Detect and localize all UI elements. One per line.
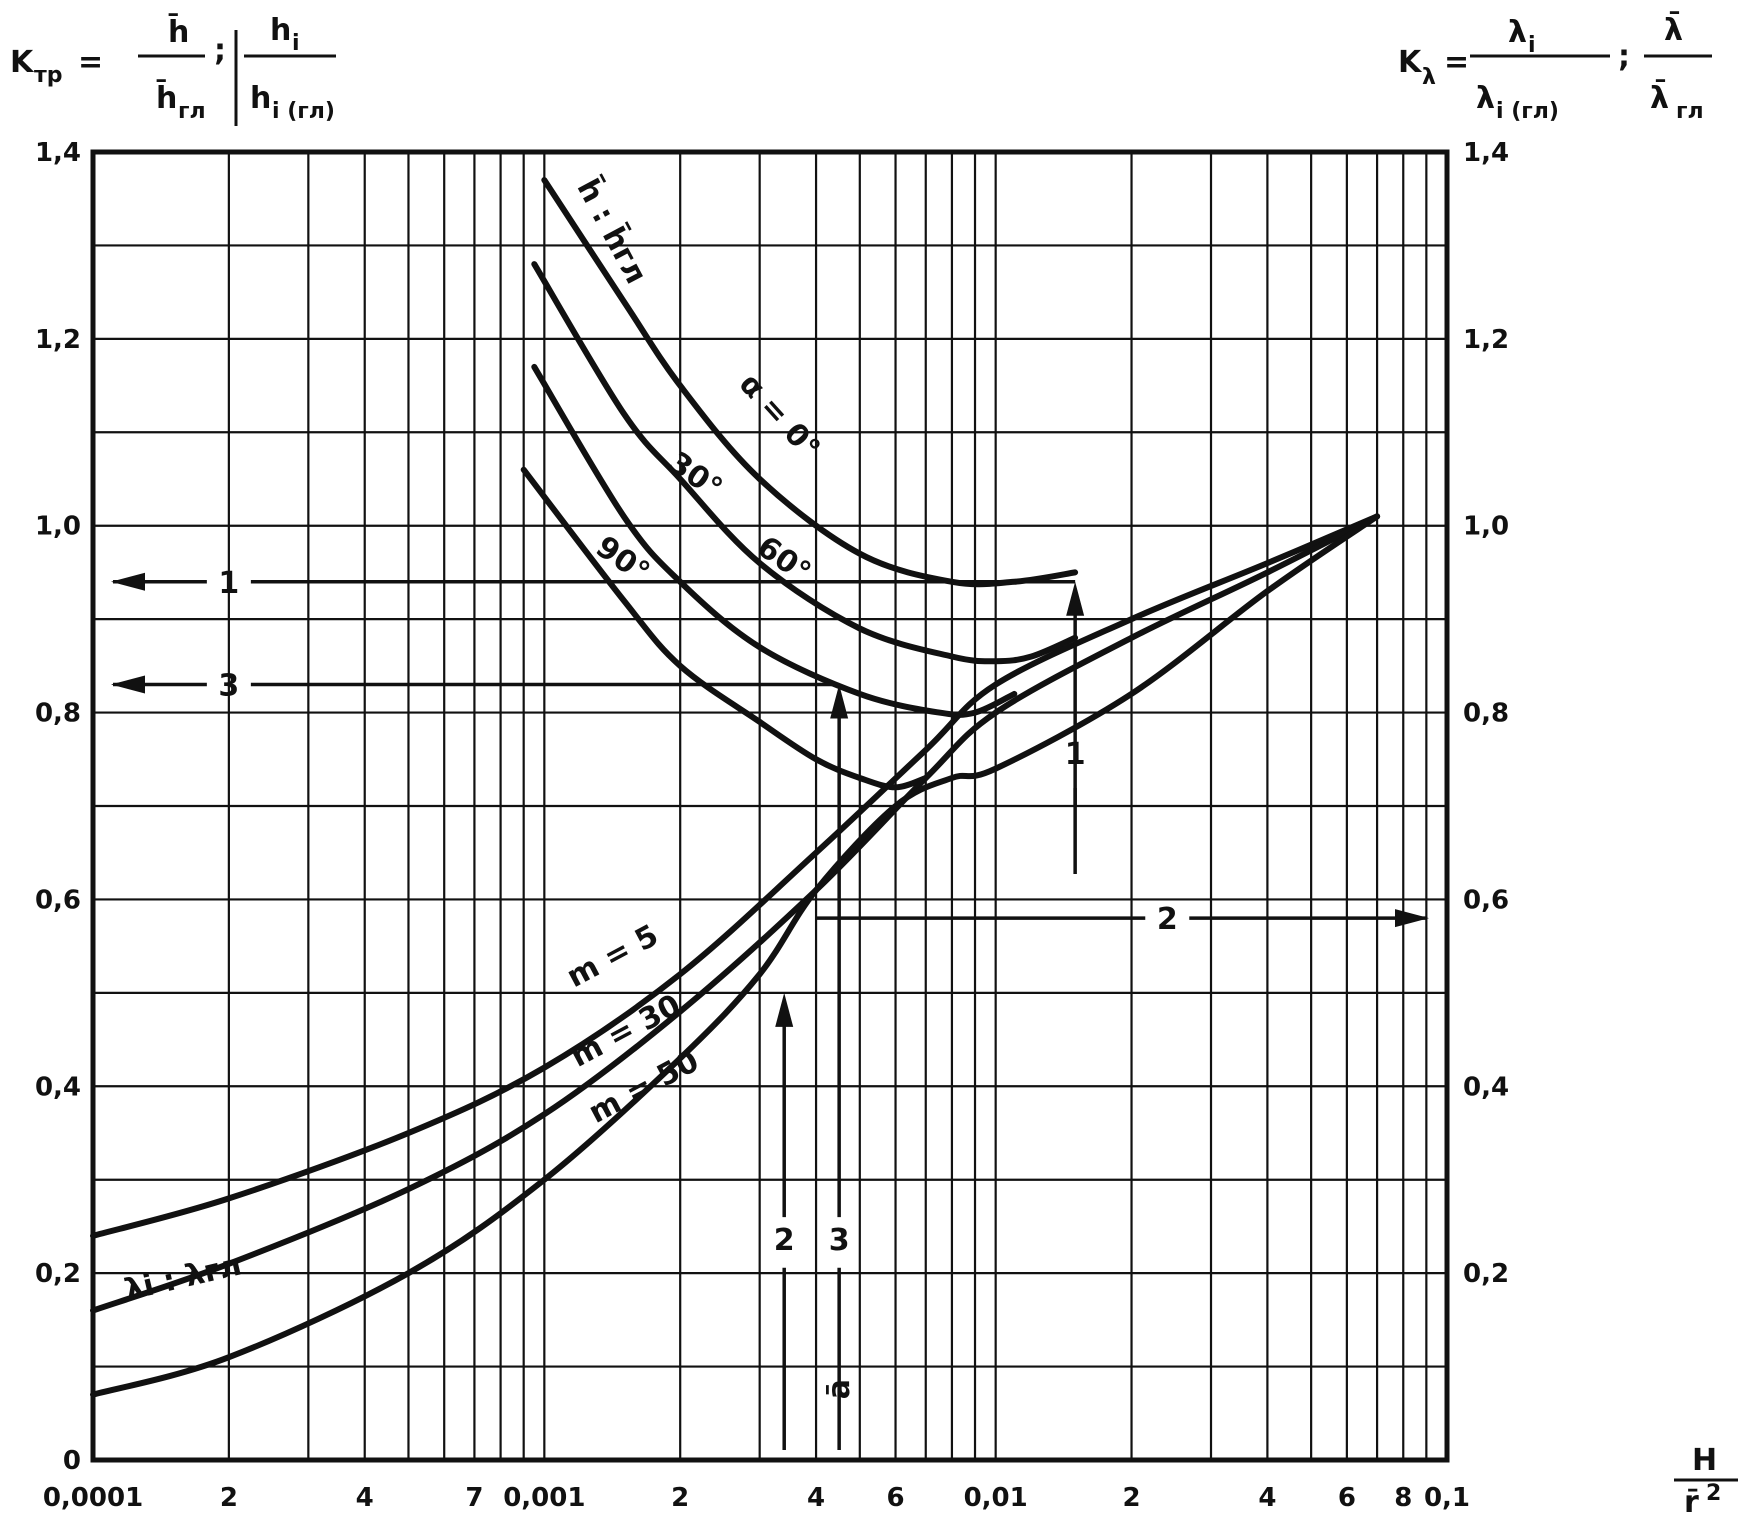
x-tick-label: 6 (886, 1483, 904, 1513)
x-axis-label-den: r̄ (1684, 1485, 1699, 1519)
curves (90, 177, 1381, 1398)
x-tick-label: 8 (1394, 1483, 1412, 1513)
right-axis-label: K λ = λ i λ i (гл) ; λ̄ λ̄ гл (1398, 12, 1712, 124)
right-axis-separator: ; (1618, 39, 1630, 74)
y-tick-label-left: 1,2 (35, 325, 81, 355)
x-axis-label-num: H (1692, 1443, 1717, 1478)
annotation-label: 3 (218, 669, 239, 704)
left-axis-num2: h (270, 13, 291, 48)
right-axis-num1: λ (1508, 15, 1527, 50)
y-tick-label-right: 1,4 (1463, 138, 1509, 168)
series-line-5 (90, 513, 1381, 1314)
annotation-label: 1 (1065, 737, 1086, 772)
y-tick-label-right: 0,2 (1463, 1259, 1509, 1289)
left-axis-den1-sub: гл (178, 99, 206, 124)
y-tick-label-left: 0,2 (35, 1259, 81, 1289)
left-axis-label: K тр = h̄ h̄ гл ; h i h i (гл) (10, 13, 336, 126)
x-tick-label: 0,1 (1424, 1483, 1470, 1513)
left-axis-den1: h̄ (156, 80, 178, 116)
right-axis-symbol: K (1398, 45, 1423, 80)
y-tick-label-left: 1,4 (35, 138, 81, 168)
left-axis-symbol: K (10, 45, 35, 80)
left-axis-den2: h (250, 81, 271, 116)
right-axis-num2: λ̄ (1664, 12, 1683, 48)
grid (91, 152, 1447, 1460)
x-tick-label: 2 (671, 1483, 689, 1513)
y-tick-label-right: 0,8 (1463, 699, 1509, 729)
arrow-head (111, 572, 145, 591)
x-tick-label: 4 (807, 1483, 825, 1513)
arrow-head (830, 684, 849, 719)
y-tick-label-right: 1,2 (1463, 325, 1509, 355)
left-axis-num2-sub: i (292, 31, 300, 56)
y-tick-label-right: 0,4 (1463, 1072, 1509, 1102)
left-axis-separator: ; (214, 33, 226, 68)
series-line-4 (90, 513, 1381, 1239)
right-axis-equals: = (1444, 45, 1469, 80)
y-tick-label-left: 1,0 (35, 512, 81, 542)
x-tick-label: 0,0001 (43, 1483, 143, 1513)
series-line-6 (90, 513, 1381, 1398)
left-axis-den2-sub: i (гл) (272, 99, 335, 124)
plot-frame (90, 149, 1450, 1463)
right-axis-num1-sub: i (1528, 33, 1536, 58)
right-axis-den2: λ̄ (1650, 80, 1669, 116)
annotation-label: 2 (774, 1223, 795, 1258)
annotation-label: 3 (829, 1223, 850, 1258)
annotation-label: 2 (1157, 902, 1178, 937)
y-tick-label-right: 1,0 (1463, 512, 1509, 542)
arrow-head (111, 675, 145, 694)
arrow-head (775, 992, 794, 1027)
x-tick-label: 2 (1122, 1483, 1140, 1513)
x-tick-label: 4 (1258, 1483, 1276, 1513)
marked-x-label: ā (822, 1379, 857, 1399)
y-tick-label-left: 0,6 (35, 885, 81, 915)
right-axis-subscript: λ (1422, 65, 1436, 90)
tick-labels: 0,0001 2 4 7 0,001 2 4 6 0,01 2 4 6 8 0,1 0 0,2 0,4 0,6 0,… (35, 138, 1509, 1513)
y-tick-label-right: 0,6 (1463, 885, 1509, 915)
x-tick-label: 0,001 (503, 1483, 585, 1513)
x-tick-label: 7 (465, 1483, 483, 1513)
x-tick-label: 2 (220, 1483, 238, 1513)
x-tick-label: 4 (356, 1483, 374, 1513)
annotation-label: 1 (218, 566, 239, 601)
y-tick-label-left: 0,8 (35, 699, 81, 729)
series-line-1 (531, 261, 1079, 665)
x-tick-label: 0,01 (964, 1483, 1028, 1513)
series-line-0 (541, 177, 1079, 588)
y-tick-label-left: 0,4 (35, 1072, 81, 1102)
x-axis-label: H r̄ 2 (1674, 1443, 1738, 1519)
y-tick-label-left: 0 (63, 1446, 81, 1476)
x-axis-label-den-sup: 2 (1706, 1481, 1721, 1506)
x-tick-label: 6 (1338, 1483, 1356, 1513)
left-axis-equals: = (78, 45, 103, 80)
right-axis-den1-sub: i (гл) (1496, 99, 1559, 124)
arrow-head (1066, 581, 1085, 616)
left-axis-subscript: тр (34, 63, 63, 88)
arrow-head (1395, 909, 1429, 928)
left-axis-num1: h̄ (168, 14, 190, 50)
right-axis-den1: λ (1476, 81, 1495, 116)
right-axis-den2-sub: гл (1676, 99, 1704, 124)
